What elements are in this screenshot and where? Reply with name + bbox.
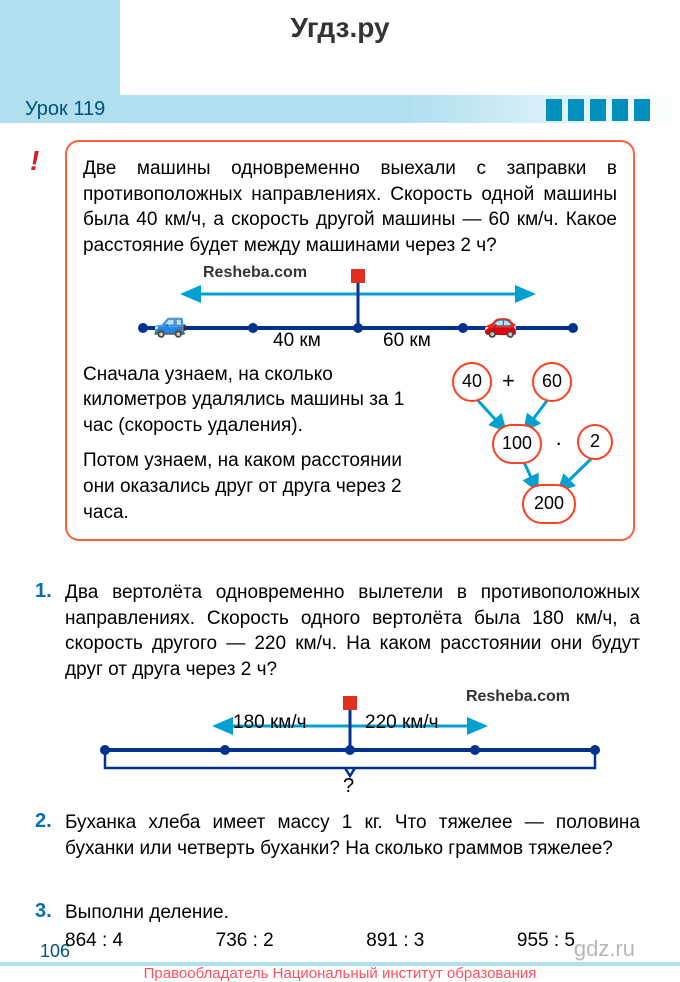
exclamation-icon: !: [30, 145, 39, 177]
lesson-label: Урок 119: [25, 98, 105, 121]
division-row: 864 : 4 736 : 2 891 : 3 955 : 5: [65, 930, 575, 952]
calc-tree: 40 + 60 100 · 2 200: [447, 362, 617, 522]
diagram-helicopters: Resheba.com 180 км/ч 220 км/: [65, 688, 640, 798]
div-item-4: 955 : 5: [517, 930, 575, 952]
problem-3-num: 3.: [35, 900, 52, 923]
flag-icon-2: [343, 696, 357, 710]
problem-1-text: Два вертолёта одновременно вылетели в пр…: [65, 580, 640, 683]
para1: Сначала узнаем, на сколько километров уд…: [83, 362, 437, 439]
div-item-2: 736 : 2: [216, 930, 274, 952]
speed-left: 180 км/ч: [233, 712, 307, 734]
problem-1: 1. Два вертолёта одновременно вылетели в…: [65, 580, 640, 798]
node-2: 2: [577, 424, 613, 460]
div-item-3: 891 : 3: [366, 930, 424, 952]
page-number: 106: [40, 941, 70, 962]
node-200: 200: [522, 484, 576, 524]
diagram-cars: Resheba.com 🚙 🚗 40 км 60 км: [83, 264, 617, 354]
header: Урок 119: [0, 85, 680, 125]
problem-1-num: 1.: [35, 580, 52, 603]
problem-2-text: Буханка хлеба имеет массу 1 кг. Что тяже…: [65, 810, 640, 861]
car-right-icon: 🚗: [483, 306, 518, 339]
speed-right: 220 км/ч: [365, 712, 439, 734]
unknown-label: ?: [343, 775, 354, 798]
example-box: Две машины одновременно выехали с заправ…: [65, 140, 635, 541]
op-mult: ·: [555, 430, 562, 456]
problem-3-text: Выполни деление.: [65, 900, 640, 926]
problem-3: 3. Выполни деление. 864 : 4 736 : 2 891 …: [65, 900, 640, 952]
header-dashes: [546, 99, 650, 121]
para2: Потом узнаем, на каком расстоянии они ок…: [83, 448, 437, 525]
flag-icon: [351, 269, 365, 283]
example-intro: Две машины одновременно выехали с заправ…: [83, 156, 617, 259]
op-plus: +: [502, 368, 515, 394]
example-paragraphs: Сначала узнаем, на сколько километров уд…: [83, 362, 447, 526]
node-60: 60: [532, 362, 572, 402]
problem-2-num: 2.: [35, 810, 52, 833]
watermark-top: Угдз.ру: [290, 12, 389, 44]
node-40: 40: [452, 362, 492, 402]
problem-2: 2. Буханка хлеба имеет массу 1 кг. Что т…: [65, 810, 640, 861]
dist-right-label: 60 км: [383, 330, 431, 352]
dist-left-label: 40 км: [273, 330, 321, 352]
node-100: 100: [492, 424, 542, 464]
div-item-1: 864 : 4: [65, 930, 123, 952]
watermark-bottom: gdz.ru: [574, 936, 635, 962]
copyright: Правообладатель Национальный институт об…: [90, 965, 590, 982]
car-left-icon: 🚙: [153, 306, 188, 339]
